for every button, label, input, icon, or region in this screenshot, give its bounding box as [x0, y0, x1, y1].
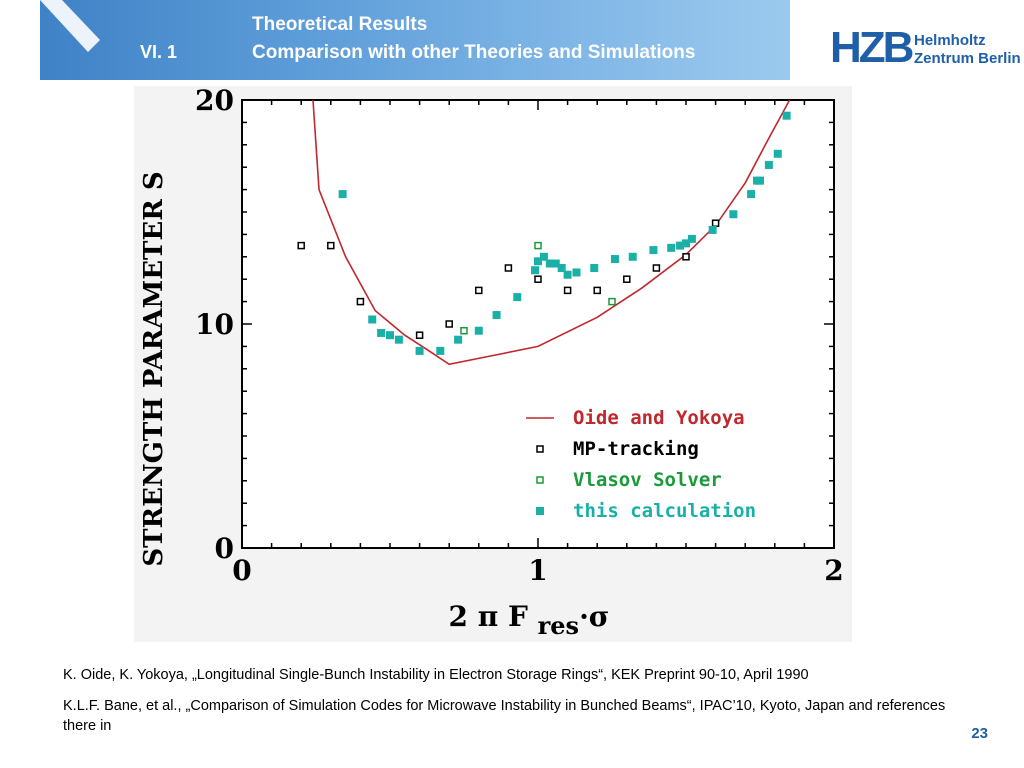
logo-text-line2: Zentrum Berlin [914, 50, 1021, 67]
x-axis-label-suffix: ·σ [579, 600, 609, 633]
legend-swatch-open-square [536, 445, 544, 453]
data-point-mp-tracking [415, 331, 424, 339]
data-point-mp-tracking [652, 264, 661, 272]
legend-label: Oide and Yokoya [573, 407, 745, 429]
page-number: 23 [971, 725, 988, 742]
data-point-this-calculation [729, 210, 738, 219]
data-point-this-calculation [474, 326, 483, 335]
y-tick-label: 10 [195, 308, 234, 341]
data-point-mp-tracking [445, 320, 453, 328]
data-point-this-calculation [513, 293, 522, 302]
chart-panel: 0 1 2 0 10 20 Oide and Yokoya MP-tracking Vlaso… [134, 84, 852, 642]
header-bar: VI. 1 Theoretical Results Comparison wit… [40, 0, 790, 80]
data-point-mp-tracking [475, 286, 483, 295]
x-tick-label: 0 [232, 554, 251, 587]
data-point-this-calculation [377, 328, 386, 337]
data-point-this-calculation [676, 241, 685, 250]
data-point-mp-tracking [623, 275, 631, 283]
data-point-this-calculation [534, 257, 542, 266]
data-point-mp-tracking [327, 241, 335, 250]
chart-marks [297, 99, 791, 366]
data-point-this-calculation [368, 315, 377, 324]
data-point-mp-tracking [711, 219, 720, 227]
data-point-mp-tracking [534, 275, 542, 283]
y-tick-label: 20 [195, 86, 234, 117]
chart-legend: Oide and Yokoya MP-tracking Vlasov Solver t… [526, 407, 756, 522]
data-point-this-calculation [394, 335, 403, 344]
data-point-this-calculation [338, 190, 347, 199]
legend-label: this calculation [573, 500, 756, 522]
data-point-this-calculation [563, 270, 572, 279]
data-point-this-calculation [454, 335, 463, 344]
data-point-mp-tracking [682, 253, 690, 261]
hzb-logo: HZB Helmholtz Zentrum Berlin [830, 23, 1021, 86]
data-point-vlasov-solver [608, 297, 616, 306]
chevron-decoration-icon [40, 0, 100, 52]
data-point-this-calculation [572, 268, 581, 277]
slide-title: Theoretical Results [252, 14, 428, 35]
logo-mark: HZB [830, 23, 914, 72]
data-point-mp-tracking [504, 264, 513, 272]
legend-swatch-filled-square [536, 507, 544, 515]
data-point-mp-tracking [593, 286, 601, 295]
data-point-this-calculation [773, 149, 782, 158]
legend-label: Vlasov Solver [573, 469, 722, 491]
x-axis-label-main: 2 π F [449, 600, 538, 633]
y-axis-label: STRENGTH PARAMETER S [139, 171, 169, 566]
data-point-this-calculation [545, 259, 554, 268]
data-point-this-calculation [492, 311, 501, 320]
data-point-this-calculation [682, 239, 690, 248]
data-point-mp-tracking [563, 286, 572, 295]
reference-1: K. Oide, K. Yokoya, „Longitudinal Single… [63, 667, 809, 683]
slide-subtitle: Comparison with other Theories and Simul… [252, 42, 696, 63]
data-point-this-calculation [436, 346, 445, 355]
data-point-this-calculation [590, 264, 599, 272]
data-point-this-calculation [782, 111, 791, 120]
x-axis-label-subscript: res [538, 611, 579, 640]
data-point-this-calculation [667, 243, 676, 252]
legend-label: MP-tracking [573, 438, 699, 460]
plot-frame [241, 99, 835, 549]
data-point-this-calculation [747, 190, 756, 199]
data-point-this-calculation [708, 225, 717, 234]
data-point-this-calculation [551, 259, 560, 268]
data-point-this-calculation [628, 252, 637, 261]
oide-yokoya-curve [312, 99, 791, 366]
data-point-this-calculation [756, 176, 764, 185]
data-point-this-calculation [539, 252, 548, 261]
reference-2: K.L.F. Bane, et al., „Comparison of Simu… [63, 698, 946, 734]
legend-swatch-open-square [536, 476, 544, 484]
x-axis-label: 2 π F res·σ [449, 600, 610, 640]
data-point-this-calculation [610, 255, 619, 264]
data-point-this-calculation [649, 246, 658, 255]
logo-text-line1: Helmholtz [914, 32, 986, 49]
y-tick-label: 0 [215, 532, 234, 565]
data-point-this-calculation [557, 264, 566, 272]
data-point-this-calculation [531, 266, 540, 275]
data-point-mp-tracking [297, 241, 305, 250]
data-point-this-calculation [415, 346, 424, 355]
x-tick-label: 2 [824, 554, 843, 587]
data-point-this-calculation [687, 234, 696, 243]
data-point-this-calculation [764, 160, 773, 169]
data-point-vlasov-solver [534, 241, 542, 250]
x-tick-label: 1 [528, 554, 547, 587]
section-number: VI. 1 [140, 42, 178, 62]
data-point-mp-tracking [356, 297, 365, 306]
data-point-this-calculation [386, 331, 394, 340]
data-point-vlasov-solver [460, 326, 468, 335]
